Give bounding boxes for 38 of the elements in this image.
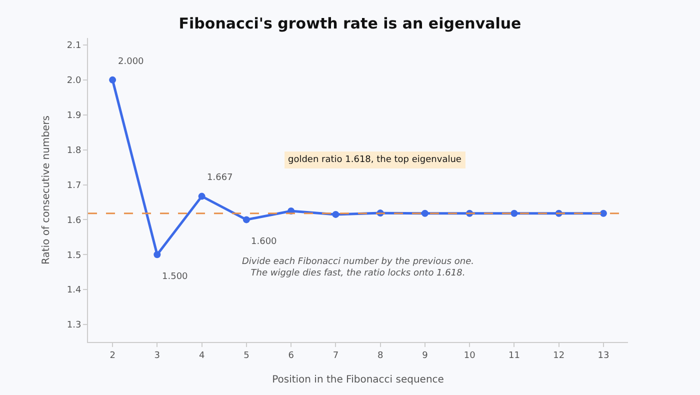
- data-label: 1.667: [207, 173, 233, 183]
- x-tick-label: 2: [110, 350, 116, 361]
- y-tick-label: 1.4: [66, 286, 82, 296]
- x-tick-label: 5: [244, 350, 250, 361]
- y-tick-label: 1.5: [66, 250, 82, 261]
- data-label: 1.600: [251, 237, 278, 247]
- data-label: 2.000: [118, 57, 144, 67]
- y-tick-label: 1.6: [66, 216, 82, 226]
- annotation: Divide each Fibonacci number by the previous one. The wiggle dies fast, the ratio locks onto 1.618.: [242, 257, 474, 279]
- point: [600, 210, 607, 217]
- y-tick-label: 1.3: [66, 320, 82, 331]
- x-tick-label: 6: [288, 350, 294, 361]
- y-tick-label: 1.9: [66, 111, 82, 122]
- annotation: golden ratio 1.618, the top eigenvalue: [288, 155, 462, 165]
- x-tick-label: 12: [553, 350, 565, 361]
- y-tick-label: 1.7: [66, 180, 82, 191]
- point: [154, 251, 161, 258]
- point: [332, 210, 340, 218]
- x-tick-label: 13: [598, 350, 610, 361]
- x-tick-label: 9: [422, 350, 428, 361]
- point: [198, 192, 206, 200]
- x-axis-title: Position in the Fibonacci sequence: [272, 374, 444, 386]
- y-tick-label: 2.0: [66, 76, 82, 86]
- y-tick-label: 1.8: [66, 146, 82, 156]
- x-tick-label: 7: [332, 350, 339, 361]
- x-tick-label: 10: [464, 350, 476, 361]
- x-tick-label: 3: [154, 350, 160, 361]
- x-tick-label: 11: [508, 350, 520, 361]
- point: [510, 210, 518, 217]
- point: [421, 210, 428, 217]
- point: [242, 216, 250, 224]
- data-label: 1.500: [162, 272, 188, 282]
- point: [109, 76, 116, 84]
- y-tick-label: 2.1: [66, 41, 82, 52]
- y-axis-title: Ratio of consecutive numbers: [40, 115, 52, 265]
- chart-title: Fibonacci's growth rate is an eigenvalue: [178, 14, 522, 32]
- x-tick-label: 4: [198, 350, 205, 361]
- x-tick-label: 8: [377, 350, 384, 361]
